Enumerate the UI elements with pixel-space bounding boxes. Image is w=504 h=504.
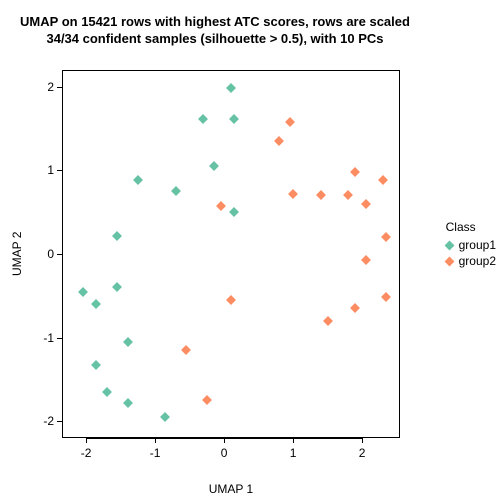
- x-tick: [362, 438, 363, 443]
- legend-item: group1: [446, 238, 496, 252]
- legend-item: group2: [446, 254, 496, 268]
- y-tick-label: -2: [30, 414, 54, 428]
- y-tick: [57, 338, 62, 339]
- y-tick-label: 0: [30, 247, 54, 261]
- legend-label: group2: [459, 254, 496, 268]
- chart-title: UMAP on 15421 rows with highest ATC scor…: [0, 14, 430, 48]
- y-tick-label: 1: [30, 163, 54, 177]
- x-tick: [155, 438, 156, 443]
- y-axis-line: [62, 87, 63, 422]
- x-tick: [86, 438, 87, 443]
- title-line1: UMAP on 15421 rows with highest ATC scor…: [0, 14, 430, 31]
- x-tick-label: 0: [221, 446, 228, 460]
- y-axis-label: UMAP 2: [10, 70, 24, 438]
- title-line2: 34/34 confident samples (silhouette > 0.…: [0, 31, 430, 48]
- legend: Class group1 group2: [446, 220, 496, 270]
- y-tick: [57, 254, 62, 255]
- x-tick: [293, 438, 294, 443]
- x-tick-label: -2: [81, 446, 92, 460]
- y-tick: [57, 421, 62, 422]
- legend-title: Class: [446, 220, 496, 234]
- x-tick-label: 1: [290, 446, 297, 460]
- legend-marker-icon: [444, 240, 454, 250]
- x-tick-label: -1: [150, 446, 161, 460]
- y-tick: [57, 87, 62, 88]
- y-tick: [57, 170, 62, 171]
- y-tick-label: -1: [30, 331, 54, 345]
- x-tick-label: 2: [359, 446, 366, 460]
- plot-area: [62, 70, 400, 438]
- y-tick-label: 2: [30, 80, 54, 94]
- legend-marker-icon: [444, 256, 454, 266]
- x-axis-label: UMAP 1: [62, 482, 400, 496]
- legend-label: group1: [459, 238, 496, 252]
- x-tick: [224, 438, 225, 443]
